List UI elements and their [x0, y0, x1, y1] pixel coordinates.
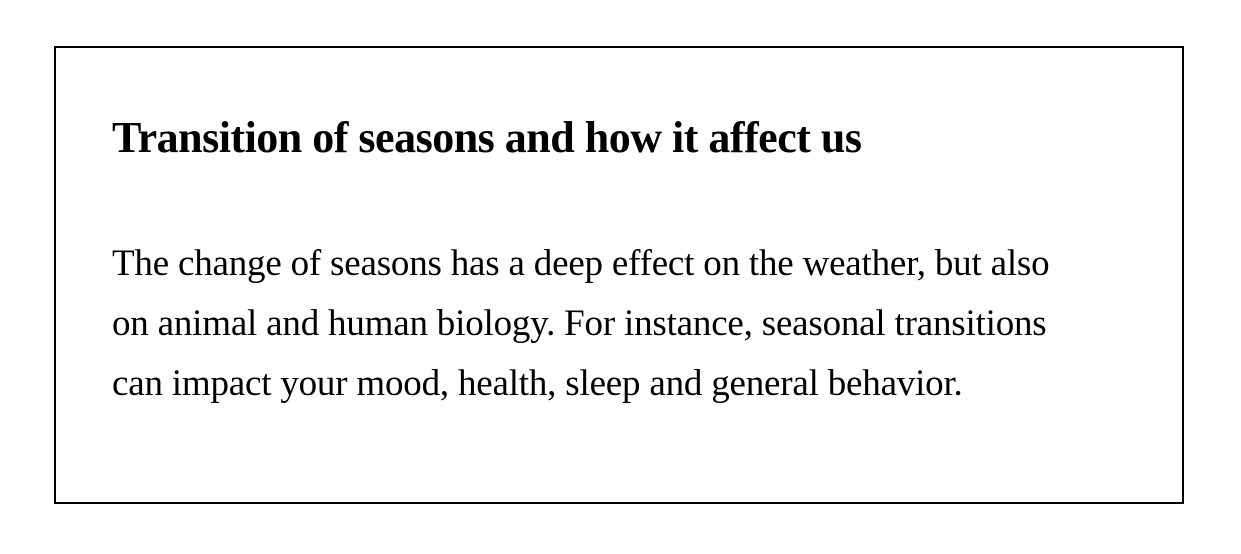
- article-card: Transition of seasons and how it affect …: [54, 46, 1184, 504]
- paragraph-line: can impact your mood, health, sleep and …: [112, 363, 963, 404]
- article-paragraph: The change of seasons has a deep effect …: [112, 234, 1122, 414]
- paragraph-line: on animal and human biology. For instanc…: [112, 303, 1047, 344]
- paragraph-line: The change of seasons has a deep effect …: [112, 243, 1050, 284]
- article-title: Transition of seasons and how it affect …: [112, 113, 862, 162]
